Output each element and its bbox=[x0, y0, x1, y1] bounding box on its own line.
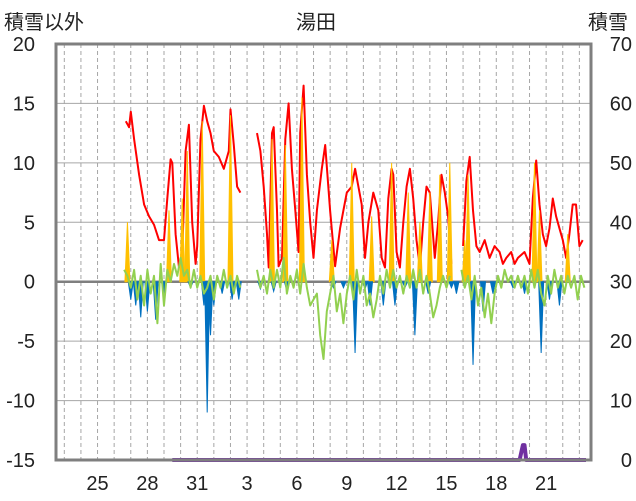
series-orange-spike bbox=[564, 234, 571, 283]
series-blue-spike bbox=[489, 281, 497, 294]
y-right-tick-label: 0 bbox=[621, 450, 632, 472]
series-blue-spike bbox=[448, 281, 455, 289]
series-orange-spike bbox=[165, 210, 172, 283]
series-red-line bbox=[124, 104, 242, 269]
series-green-line bbox=[460, 268, 586, 325]
x-tick-label: 21 bbox=[535, 473, 557, 495]
series-orange-spike bbox=[184, 150, 191, 283]
left-axis-label: 積雪以外 bbox=[4, 12, 84, 34]
x-tick-label: 3 bbox=[242, 473, 253, 495]
series-blue-spike bbox=[204, 281, 211, 413]
series-green-line bbox=[123, 256, 242, 325]
x-tick-label: 9 bbox=[341, 473, 352, 495]
x-tick-label: 25 bbox=[86, 473, 108, 495]
y-right-tick-label: 10 bbox=[610, 391, 632, 413]
series-blue-spike bbox=[340, 281, 347, 289]
series-red-line bbox=[462, 155, 584, 265]
y-left-tick-label: -10 bbox=[6, 391, 35, 413]
series-orange-spike bbox=[446, 162, 453, 283]
data-series bbox=[123, 84, 586, 462]
y-right-tick-label: 70 bbox=[610, 34, 632, 56]
y-right-tick-label: 20 bbox=[610, 331, 632, 353]
y-left-tick-label: 0 bbox=[24, 272, 35, 294]
series-orange-spike bbox=[416, 222, 423, 283]
chart-title: 湯田 bbox=[296, 12, 336, 34]
y-right-tick-label: 50 bbox=[610, 153, 632, 175]
plot-area-border bbox=[54, 42, 593, 462]
y-left-tick-label: 5 bbox=[24, 212, 35, 234]
series-orange-spike bbox=[124, 222, 131, 283]
series-orange-spike bbox=[368, 216, 375, 283]
x-tick-label: 28 bbox=[136, 473, 158, 495]
y-left-tick-label: -5 bbox=[17, 331, 35, 353]
series-orange-spike bbox=[531, 162, 538, 283]
y-left-tick-label: 15 bbox=[13, 93, 35, 115]
y-left-tick-label: 20 bbox=[13, 34, 35, 56]
y-right-tick-label: 30 bbox=[610, 272, 632, 294]
y-left-tick-label: -15 bbox=[6, 450, 35, 472]
x-tick-label: 12 bbox=[385, 473, 407, 495]
y-left-tick-label: 10 bbox=[13, 153, 35, 175]
series-green-line bbox=[256, 256, 451, 360]
series-orange-spike bbox=[436, 174, 443, 283]
series-purple-line bbox=[172, 443, 586, 462]
x-tick-label: 6 bbox=[291, 473, 302, 495]
x-tick-label: 31 bbox=[186, 473, 208, 495]
series-orange-spike bbox=[268, 139, 276, 283]
x-tick-label: 15 bbox=[435, 473, 457, 495]
y-right-tick-label: 60 bbox=[610, 93, 632, 115]
x-tick-label: 18 bbox=[485, 473, 507, 495]
right-axis-label: 積雪 bbox=[588, 12, 628, 34]
y-right-tick-label: 40 bbox=[610, 212, 632, 234]
series-orange-spike bbox=[405, 192, 412, 283]
series-blue-spike bbox=[453, 281, 460, 294]
